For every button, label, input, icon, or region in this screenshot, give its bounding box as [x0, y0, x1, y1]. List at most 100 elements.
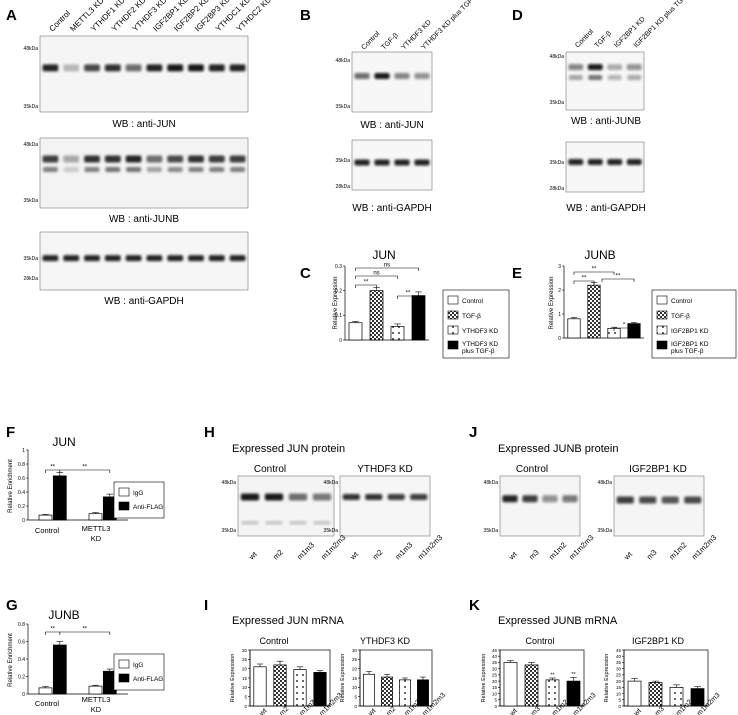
significance-label: ** [50, 627, 55, 633]
y-tick-label: 45 [492, 648, 498, 653]
band [84, 167, 100, 172]
blot-label: WB : anti-JUNB [109, 214, 179, 225]
y-axis-label: Relative Expression [333, 276, 339, 329]
blot-frame [39, 35, 249, 113]
band [146, 64, 163, 72]
band [354, 159, 370, 166]
bar-m1m2 [669, 686, 684, 707]
lane-label: m2 [371, 548, 385, 562]
y-tick-label: 30 [616, 666, 622, 671]
marker-top: 35kDa [336, 158, 351, 164]
y-tick-label: 0.3 [335, 264, 342, 270]
marker-top: 48kDa [324, 480, 339, 486]
legend-text: Anti-FLAG [133, 504, 163, 511]
band [588, 75, 603, 81]
significance-label: ns [384, 263, 390, 269]
bar-ythdf3-kd-plus-tgf- [411, 295, 426, 341]
band [616, 496, 634, 504]
y-tick-label: 40 [492, 654, 498, 659]
y-tick-label: 20 [352, 666, 358, 671]
band [104, 155, 121, 163]
bar-m1m2m3 [313, 672, 327, 707]
band [342, 494, 360, 500]
bar-m1m2 [545, 679, 560, 707]
band [312, 493, 332, 501]
legend-text-cont: plus TGF-β [462, 348, 495, 355]
band [568, 159, 584, 165]
band [240, 493, 260, 501]
blot-label: WB : anti-JUN [112, 119, 175, 130]
blot-j-igf2bp1kd: 48kDa 35kDa [598, 475, 705, 537]
bar-anti-flag [52, 644, 67, 695]
y-tick-label: 30 [352, 648, 358, 653]
panel-heading: Expressed JUN protein [232, 443, 345, 455]
y-tick-label: 15 [352, 676, 358, 681]
panel-letter-b: B [300, 7, 311, 24]
lane-label: m3 [645, 548, 659, 562]
band [374, 159, 390, 166]
band [394, 73, 410, 79]
band [104, 255, 121, 262]
y-axis-label: Relative Enrichment [8, 459, 14, 513]
band [414, 73, 430, 79]
legend-swatch [656, 325, 668, 335]
blot-label: WB : anti-GAPDH [104, 296, 183, 307]
marker-top: 35kDa [550, 160, 565, 166]
y-tick-label: 15 [242, 676, 248, 681]
lane-label: m1m2m3 [319, 533, 347, 561]
band [387, 494, 405, 500]
y-tick-label: 20 [242, 666, 248, 671]
y-tick-label: 0.8 [18, 462, 25, 468]
lane-label: wt [348, 549, 361, 562]
y-axis-label: Relative Expression [549, 276, 555, 329]
y-tick-label: 25 [242, 657, 248, 662]
legend-text: Anti-FLAG [133, 676, 163, 683]
y-tick-label: 10 [616, 691, 622, 696]
sub-heading: Control [259, 636, 288, 646]
blot-frame [565, 141, 645, 193]
bar-wt [253, 666, 267, 707]
y-tick-label: 0 [22, 518, 25, 524]
y-tick-label: 2 [558, 288, 561, 294]
y-tick-label: 20 [492, 679, 498, 684]
y-tick-label: 35 [492, 660, 498, 665]
band [522, 495, 538, 503]
band [63, 255, 80, 262]
band [125, 64, 142, 72]
blot-a-junb: 48kDa 35kDa [24, 137, 249, 209]
legend-text: TGF-β [671, 313, 690, 320]
marker-top: 48kDa [24, 142, 39, 148]
y-tick-label: 0 [244, 704, 247, 709]
legend-text: IgG [133, 662, 143, 669]
band [208, 64, 225, 72]
blot-frame [565, 51, 645, 111]
legend-swatch [447, 340, 459, 350]
blot-label: WB : anti-GAPDH [352, 203, 431, 214]
y-tick-label: 10 [242, 685, 248, 690]
blot-a-jun: 48kDa 35kDa [24, 35, 249, 113]
blot-frame [613, 475, 705, 537]
band [146, 155, 163, 163]
bar-wt [627, 680, 642, 707]
band [146, 167, 162, 172]
significance-bracket [355, 284, 377, 288]
band [374, 73, 390, 79]
significance-bracket [355, 267, 419, 271]
y-tick-label: 15 [616, 685, 622, 690]
lane-label: Control [574, 28, 595, 49]
y-tick-label: 0 [494, 704, 497, 709]
blot-frame [39, 137, 249, 209]
lane-label: TGF-β [594, 30, 613, 49]
bar-igg [88, 685, 103, 695]
bar-m3 [524, 664, 539, 707]
blot-a-gapdh: 35kDa 28kDa [24, 231, 249, 291]
y-tick-label: 0.2 [335, 288, 342, 294]
significance-label: ** [582, 276, 587, 282]
bar-m1m3 [293, 669, 307, 707]
legend-text-cont: plus TGF-β [671, 348, 704, 355]
y-tick-label: 25 [492, 673, 498, 678]
significance-label: ** [550, 673, 555, 679]
